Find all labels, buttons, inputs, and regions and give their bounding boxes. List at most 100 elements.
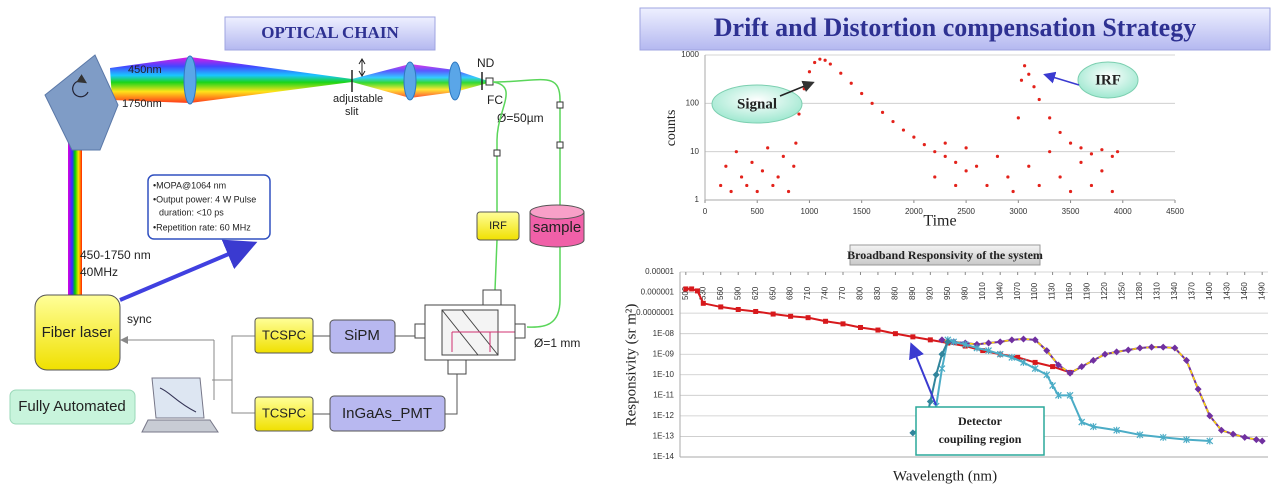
marker <box>736 307 741 312</box>
marker <box>871 102 874 105</box>
y-axis-label: Responsivity (sr m²) <box>623 304 639 427</box>
marker <box>954 184 957 187</box>
y-tick-label: 0.0000001 <box>636 308 674 317</box>
marker <box>860 92 863 95</box>
marker <box>1259 438 1266 445</box>
connector <box>557 142 563 148</box>
marker <box>1079 146 1082 149</box>
slit-adjust <box>359 59 365 76</box>
label: 1750nm <box>122 98 162 110</box>
x-tick-label: 1100 <box>1030 282 1039 300</box>
x-tick-label: 4000 <box>1114 207 1132 216</box>
x-tick-label: 1310 <box>1152 282 1161 300</box>
label: FC <box>487 93 503 107</box>
label: sample <box>533 219 581 236</box>
x-tick-label: 1160 <box>1065 282 1074 300</box>
marker <box>823 319 828 324</box>
x-tick-label: 650 <box>768 286 777 300</box>
label: Fiber laser <box>42 324 113 341</box>
marker <box>1050 382 1056 389</box>
marker <box>1101 351 1108 358</box>
port <box>515 324 525 338</box>
marker <box>923 143 926 146</box>
x-tick-label: 4500 <box>1166 207 1184 216</box>
marker <box>839 72 842 75</box>
label: •Output power: 4 W Pulse <box>153 194 256 204</box>
y-tick-label: 1E-10 <box>653 370 675 379</box>
marker <box>1059 175 1062 178</box>
marker <box>1116 150 1119 153</box>
marker <box>1100 148 1103 151</box>
marker <box>954 161 957 164</box>
marker <box>985 184 988 187</box>
prism <box>45 55 118 150</box>
marker <box>782 155 785 158</box>
x-tick-label: 560 <box>716 286 725 300</box>
y-tick-label: 100 <box>686 98 700 107</box>
marker <box>1100 169 1103 172</box>
marker <box>818 58 821 61</box>
y-tick-label: 0.000001 <box>641 288 675 297</box>
laptop-base <box>142 420 218 432</box>
marker <box>875 328 880 333</box>
marker <box>1048 150 1051 153</box>
annotation: Signal <box>737 96 777 112</box>
marker <box>792 165 795 168</box>
marker <box>777 175 780 178</box>
x-tick-label: 3000 <box>1009 207 1027 216</box>
x-tick-label: 1500 <box>853 207 871 216</box>
x-tick-label: 980 <box>960 286 969 300</box>
y-axis-label: counts <box>664 110 679 147</box>
marker <box>965 146 968 149</box>
x-tick-label: 1400 <box>1205 282 1214 300</box>
x-tick-label: 1430 <box>1222 282 1231 300</box>
port <box>448 360 466 374</box>
label: 450nm <box>128 64 162 76</box>
laptop-screen <box>152 378 204 418</box>
label: sync <box>127 312 152 326</box>
marker <box>797 112 800 115</box>
marker <box>1020 336 1027 343</box>
marker <box>701 301 706 306</box>
marker <box>1195 386 1202 393</box>
marker <box>1027 165 1030 168</box>
label: TCSPC <box>262 405 306 420</box>
arrow <box>1046 75 1079 85</box>
marker <box>724 165 727 168</box>
x-tick-label: 0 <box>703 207 708 216</box>
x-tick-label: 740 <box>821 286 830 300</box>
marker <box>944 155 947 158</box>
annotation: coupiling region <box>939 432 1022 446</box>
x-tick-label: 1340 <box>1170 282 1179 300</box>
marker <box>761 169 764 172</box>
marker <box>996 155 999 158</box>
y-tick-label: 0.00001 <box>645 267 674 276</box>
marker <box>881 111 884 114</box>
marker <box>1125 347 1132 354</box>
marker <box>753 309 758 314</box>
marker <box>1008 336 1015 343</box>
label: InGaAs_PMT <box>342 405 432 422</box>
x-tick-label: 1250 <box>1118 282 1127 300</box>
marker <box>740 175 743 178</box>
marker <box>803 87 806 90</box>
label: adjustable <box>333 93 383 105</box>
x-tick-label: 590 <box>733 286 742 300</box>
marker <box>766 146 769 149</box>
label: Fully Automated <box>18 398 126 415</box>
beam <box>190 57 352 103</box>
marker <box>902 128 905 131</box>
marker <box>689 286 694 291</box>
x-axis-label: Time <box>923 213 956 230</box>
marker <box>944 142 947 145</box>
x-tick-label: 890 <box>908 286 917 300</box>
x-tick-label: 950 <box>943 286 952 300</box>
x-tick-label: 680 <box>786 286 795 300</box>
connector <box>494 150 500 156</box>
lens <box>449 62 461 100</box>
marker <box>1017 116 1020 119</box>
fiber-coupler <box>486 78 493 85</box>
marker <box>1090 184 1093 187</box>
port <box>415 324 425 338</box>
x-tick-label: 1460 <box>1240 282 1249 300</box>
